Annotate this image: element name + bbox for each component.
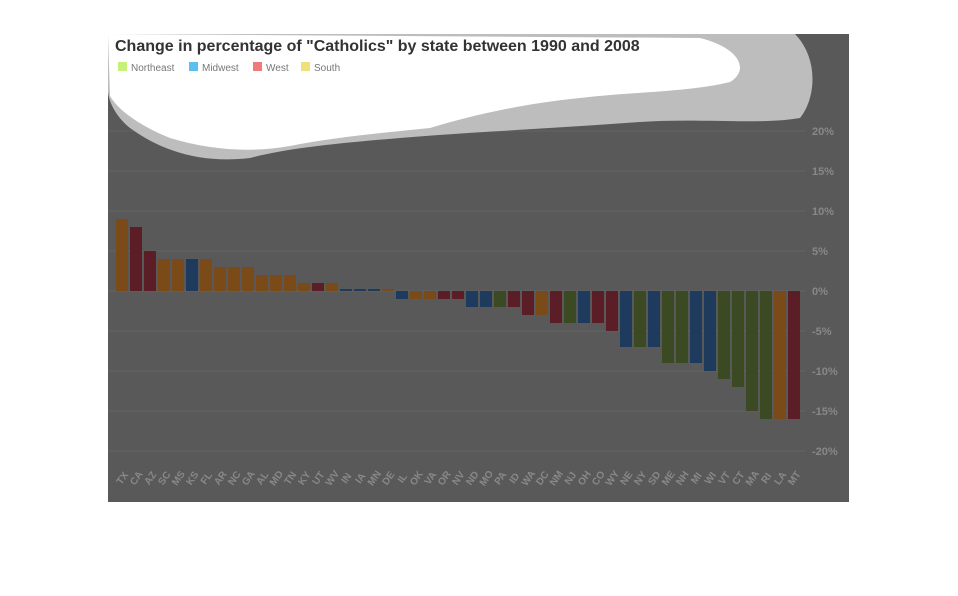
bar-ga bbox=[242, 267, 254, 291]
bar-al bbox=[256, 275, 268, 291]
bar-nh bbox=[676, 291, 688, 363]
bar-az bbox=[144, 251, 156, 291]
bar-wi bbox=[704, 291, 716, 371]
bar-de bbox=[382, 289, 394, 291]
bar-mi bbox=[690, 291, 702, 363]
chart-title: Change in percentage of "Catholics" by s… bbox=[115, 38, 640, 55]
y-tick-label: 10% bbox=[812, 206, 834, 218]
bar-ia bbox=[354, 289, 366, 291]
bar-ma bbox=[746, 291, 758, 411]
bar-wy bbox=[606, 291, 618, 331]
legend-swatch bbox=[301, 62, 310, 71]
y-tick-label: 5% bbox=[812, 246, 828, 258]
legend-label: Northeast bbox=[131, 63, 175, 74]
bar-ky bbox=[298, 283, 310, 291]
y-tick-label: 20% bbox=[812, 126, 834, 138]
x-tick-label: MI bbox=[689, 471, 705, 487]
y-tick-label: -10% bbox=[812, 366, 838, 378]
legend-swatch bbox=[189, 62, 198, 71]
legend-label: West bbox=[266, 63, 289, 74]
bar-dc bbox=[536, 291, 548, 315]
bar-ar bbox=[214, 267, 226, 291]
bar-ks bbox=[186, 259, 198, 291]
bar-ut bbox=[312, 283, 324, 291]
bar-la bbox=[774, 291, 786, 419]
bar-ne bbox=[620, 291, 632, 347]
bar-nc bbox=[228, 267, 240, 291]
bar-nj bbox=[564, 291, 576, 323]
bar-vt bbox=[718, 291, 730, 379]
y-tick-label: 0% bbox=[812, 286, 828, 298]
bar-fl bbox=[200, 259, 212, 291]
bar-tn bbox=[284, 275, 296, 291]
legend-swatch bbox=[253, 62, 262, 71]
bar-pa bbox=[494, 291, 506, 307]
y-tick-label: -5% bbox=[812, 326, 832, 338]
bar-mn bbox=[368, 289, 380, 291]
bar-in bbox=[340, 289, 352, 291]
legend-swatch bbox=[118, 62, 127, 71]
bar-mt bbox=[788, 291, 800, 419]
bar-ok bbox=[410, 291, 422, 299]
y-tick-label: -15% bbox=[812, 406, 838, 418]
y-axis-ticks: 20% 15% 10% 5% 0% -5% -10% -15% -20% bbox=[812, 126, 838, 458]
legend-label: Midwest bbox=[202, 63, 239, 74]
bar-nd bbox=[466, 291, 478, 307]
bar-wv bbox=[326, 283, 338, 291]
bar-sc bbox=[158, 259, 170, 291]
bar-nm bbox=[550, 291, 562, 323]
legend: Northeast Midwest West South bbox=[118, 62, 340, 74]
bar-ct bbox=[732, 291, 744, 387]
legend-label: South bbox=[314, 63, 340, 74]
bar-oh bbox=[578, 291, 590, 323]
bar-me bbox=[662, 291, 674, 363]
bar-nv bbox=[452, 291, 464, 299]
white-overlay bbox=[108, 34, 740, 150]
bar-id bbox=[508, 291, 520, 307]
y-tick-label: -20% bbox=[812, 446, 838, 458]
bar-va bbox=[424, 291, 436, 299]
bar-md bbox=[270, 275, 282, 291]
bar-il bbox=[396, 291, 408, 299]
bar-or bbox=[438, 291, 450, 299]
bars bbox=[116, 219, 800, 419]
bar-sd bbox=[648, 291, 660, 347]
bar-ca bbox=[130, 227, 142, 291]
bar-ms bbox=[172, 259, 184, 291]
bar-ny bbox=[634, 291, 646, 347]
bar-wa bbox=[522, 291, 534, 315]
bar-mo bbox=[480, 291, 492, 307]
bar-ri bbox=[760, 291, 772, 419]
bar-co bbox=[592, 291, 604, 323]
y-tick-label: 15% bbox=[812, 166, 834, 178]
bar-tx bbox=[116, 219, 128, 291]
